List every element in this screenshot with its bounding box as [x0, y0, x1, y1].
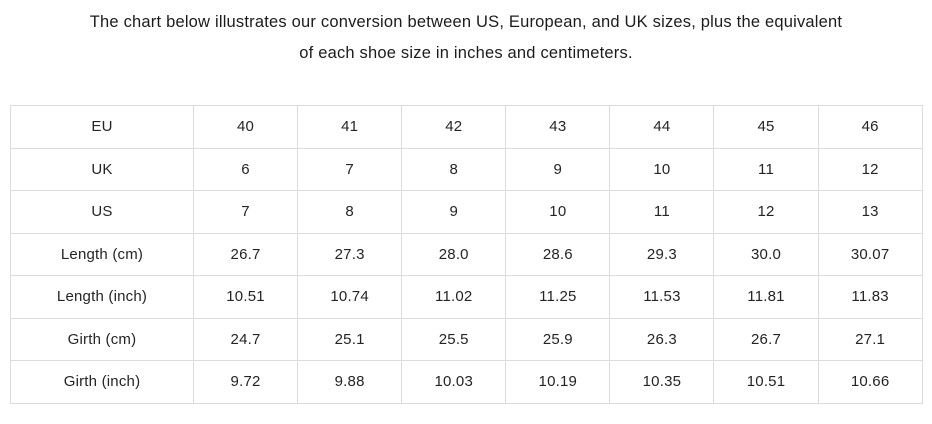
table-row-length-inch: Length (inch) 10.51 10.74 11.02 11.25 11…	[10, 275, 923, 319]
table-cell: 10.03	[401, 360, 507, 404]
table-cell: 11.83	[817, 275, 923, 319]
table-cell: 12	[713, 190, 819, 234]
table-row-length-cm: Length (cm) 26.7 27.3 28.0 28.6 29.3 30.…	[10, 232, 923, 276]
page-title: The chart below illustrates our conversi…	[0, 0, 932, 69]
page-title-line-1: The chart below illustrates our conversi…	[89, 13, 843, 31]
table-cell: 13	[817, 190, 923, 234]
table-cell: 10.66	[817, 360, 923, 404]
table-cell: 12	[817, 147, 923, 191]
table-cell: 26.7	[192, 232, 299, 276]
table-cell: 25.9	[505, 317, 611, 361]
table-cell: 40	[192, 105, 299, 149]
table-cell: 6	[192, 147, 299, 191]
row-label-uk: UK	[10, 147, 194, 191]
table-cell: 8	[401, 147, 507, 191]
row-label-length-inch: Length (inch)	[10, 275, 194, 319]
table-cell: 30.07	[817, 232, 923, 276]
table-cell: 28.6	[505, 232, 611, 276]
row-label-eu: EU	[10, 105, 194, 149]
table-cell: 42	[401, 105, 507, 149]
table-cell: 10	[609, 147, 715, 191]
table-cell: 25.5	[401, 317, 507, 361]
table-cell: 9	[505, 147, 611, 191]
table-cell: 46	[817, 105, 923, 149]
table-cell: 45	[713, 105, 819, 149]
table-cell: 10	[505, 190, 611, 234]
row-label-us: US	[10, 190, 194, 234]
table-cell: 27.1	[817, 317, 923, 361]
table-row-eu: EU 40 41 42 43 44 45 46	[10, 105, 923, 149]
table-cell: 10.51	[713, 360, 819, 404]
table-cell: 10.51	[192, 275, 299, 319]
row-label-girth-inch: Girth (inch)	[10, 360, 194, 404]
table-cell: 30.0	[713, 232, 819, 276]
table-cell: 11	[713, 147, 819, 191]
table-cell: 11.81	[713, 275, 819, 319]
page-title-line-2: of each shoe size in inches and centimet…	[299, 44, 633, 62]
table-cell: 11.25	[505, 275, 611, 319]
table-cell: 8	[297, 190, 403, 234]
table-cell: 43	[505, 105, 611, 149]
table-cell: 26.7	[713, 317, 819, 361]
table-row-us: US 7 8 9 10 11 12 13	[10, 190, 923, 234]
table-cell: 41	[297, 105, 403, 149]
table-row-uk: UK 6 7 8 9 10 11 12	[10, 147, 923, 191]
table-cell: 7	[297, 147, 403, 191]
table-cell: 27.3	[297, 232, 403, 276]
table-cell: 11.53	[609, 275, 715, 319]
table-cell: 10.35	[609, 360, 715, 404]
row-label-length-cm: Length (cm)	[10, 232, 194, 276]
row-label-girth-cm: Girth (cm)	[10, 317, 194, 361]
table-cell: 10.19	[505, 360, 611, 404]
table-cell: 10.74	[297, 275, 403, 319]
table-cell: 7	[192, 190, 299, 234]
table-cell: 9	[401, 190, 507, 234]
table-cell: 29.3	[609, 232, 715, 276]
table-cell: 24.7	[192, 317, 299, 361]
size-conversion-table: EU 40 41 42 43 44 45 46 UK 6 7 8 9 10 11…	[10, 105, 923, 404]
table-cell: 11.02	[401, 275, 507, 319]
table-cell: 28.0	[401, 232, 507, 276]
table-cell: 25.1	[297, 317, 403, 361]
table-cell: 9.72	[192, 360, 299, 404]
table-cell: 11	[609, 190, 715, 234]
table-row-girth-inch: Girth (inch) 9.72 9.88 10.03 10.19 10.35…	[10, 360, 923, 404]
table-row-girth-cm: Girth (cm) 24.7 25.1 25.5 25.9 26.3 26.7…	[10, 317, 923, 361]
table-cell: 9.88	[297, 360, 403, 404]
table-cell: 44	[609, 105, 715, 149]
table-cell: 26.3	[609, 317, 715, 361]
